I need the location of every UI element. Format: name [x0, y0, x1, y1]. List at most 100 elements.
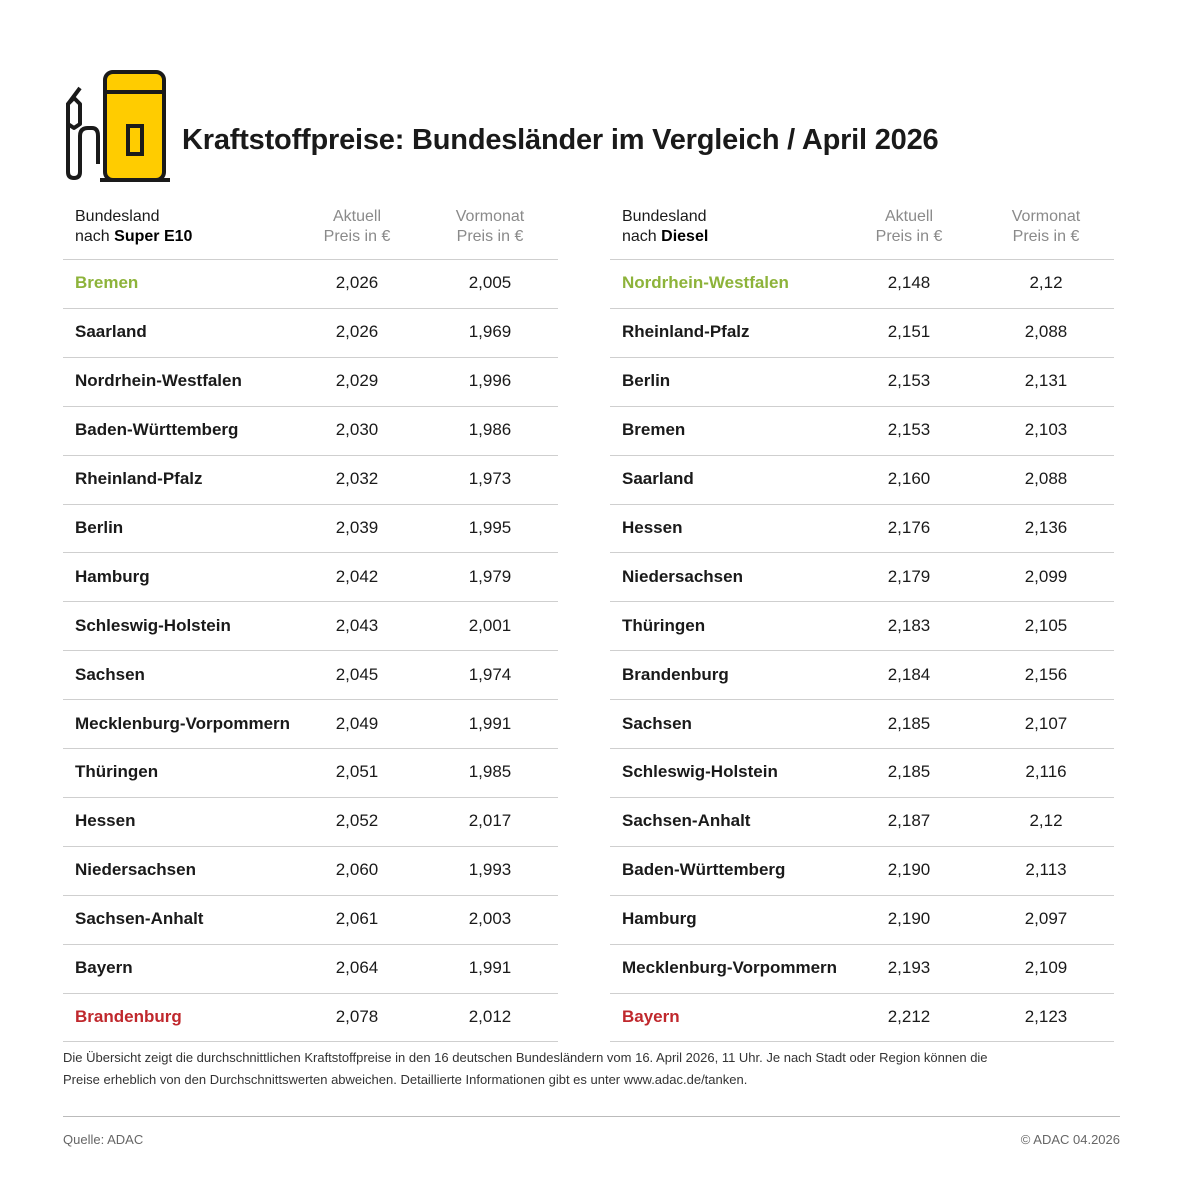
price-current: 2,190	[887, 909, 931, 929]
header-line: nach Super E10	[75, 227, 192, 247]
header-emphasis: Diesel	[661, 228, 709, 245]
footnote-line: Preise erheblich von den Durchschnittswe…	[63, 1072, 748, 1087]
price-previous: 1,973	[468, 469, 512, 489]
row-rule	[610, 601, 1114, 603]
price-current: 2,176	[887, 517, 931, 537]
price-previous: 2,107	[1024, 713, 1068, 733]
price-previous: 2,099	[1024, 566, 1068, 586]
price-previous: 2,12	[1029, 811, 1063, 831]
column-header: Aktuell Preis in €	[297, 207, 417, 247]
row-rule	[63, 503, 558, 505]
header-line: nach Diesel	[622, 227, 708, 247]
row-rule	[610, 650, 1114, 652]
separator	[63, 1116, 1120, 1117]
price-previous: 2,136	[1024, 517, 1068, 537]
header-prefix: nach	[75, 228, 110, 245]
state-name: Nordrhein-Westfalen	[622, 273, 789, 293]
price-previous: 1,993	[468, 860, 512, 880]
row-rule	[610, 1041, 1114, 1043]
state-name: Niedersachsen	[75, 860, 196, 880]
state-name: Sachsen	[622, 713, 692, 733]
price-current: 2,193	[887, 958, 931, 978]
price-current: 2,060	[335, 860, 379, 880]
price-previous: 2,116	[1025, 762, 1067, 782]
row-rule	[63, 992, 558, 994]
state-name: Brandenburg	[75, 1006, 182, 1026]
row-rule	[610, 405, 1114, 407]
price-previous: 1,991	[468, 958, 512, 978]
price-previous: 2,012	[468, 1006, 512, 1026]
header-rule	[63, 259, 558, 260]
price-previous: 1,995	[468, 517, 512, 537]
row-rule	[63, 454, 558, 456]
state-name: Berlin	[622, 371, 671, 391]
header-line: Preis in €	[456, 228, 524, 245]
price-previous: 2,017	[468, 811, 512, 831]
price-current: 2,045	[335, 664, 379, 684]
price-current: 2,030	[335, 420, 379, 440]
price-current: 2,061	[335, 909, 379, 929]
column-header: Bundesland nach Diesel	[622, 207, 708, 247]
price-current: 2,183	[887, 615, 931, 635]
price-previous: 2,005	[468, 273, 512, 293]
price-current: 2,026	[335, 273, 379, 293]
row-rule	[63, 845, 558, 847]
row-rule	[63, 894, 558, 896]
price-previous: 2,113	[1025, 860, 1067, 880]
price-current: 2,029	[335, 371, 379, 391]
row-rule	[610, 943, 1114, 945]
price-current: 2,032	[335, 469, 379, 489]
row-rule	[63, 601, 558, 603]
header-line: Bundesland	[622, 208, 707, 225]
title: Kraftstoffpreise: Bundesländer im Vergle…	[182, 124, 939, 156]
state-name: Niedersachsen	[622, 566, 743, 586]
price-previous: 1,985	[468, 762, 512, 782]
state-name: Bayern	[622, 1006, 680, 1026]
price-current: 2,179	[887, 566, 931, 586]
price-current: 2,187	[887, 811, 931, 831]
row-rule	[63, 650, 558, 652]
state-name: Sachsen-Anhalt	[622, 811, 751, 831]
price-current: 2,185	[887, 713, 931, 733]
price-current: 2,151	[887, 322, 931, 342]
state-name: Hessen	[75, 811, 136, 831]
price-current: 2,153	[887, 420, 931, 440]
row-rule	[63, 943, 558, 945]
state-name: Baden-Württemberg	[622, 860, 786, 880]
header-line: Bundesland	[75, 208, 160, 225]
source: Quelle: ADAC	[63, 1132, 144, 1147]
state-name: Brandenburg	[622, 664, 729, 684]
price-current: 2,052	[335, 811, 379, 831]
price-current: 2,049	[335, 713, 379, 733]
price-current: 2,185	[887, 762, 931, 782]
state-name: Bremen	[622, 420, 686, 440]
price-current: 2,148	[887, 273, 931, 293]
row-rule	[610, 503, 1114, 505]
price-current: 2,026	[335, 322, 379, 342]
header-emphasis: Super E10	[114, 228, 193, 245]
state-name: Rheinland-Pfalz	[75, 469, 203, 489]
footnote: Die Übersicht zeigt die durchschnittlich…	[63, 1047, 988, 1091]
row-rule	[63, 1041, 558, 1043]
state-name: Mecklenburg-Vorpommern	[75, 713, 291, 733]
price-current: 2,078	[335, 1006, 379, 1026]
footnote-line: Die Übersicht zeigt die durchschnittlich…	[63, 1050, 988, 1065]
price-current: 2,039	[335, 517, 379, 537]
price-previous: 2,001	[468, 615, 512, 635]
header-line: Aktuell	[884, 208, 934, 225]
price-previous: 2,097	[1024, 909, 1068, 929]
price-previous: 2,088	[1024, 469, 1068, 489]
price-previous: 1,991	[468, 713, 512, 733]
row-rule	[610, 748, 1114, 749]
state-name: Hessen	[622, 517, 683, 537]
column-header: Aktuell Preis in €	[849, 207, 969, 247]
price-previous: 1,996	[468, 371, 512, 391]
row-rule	[610, 894, 1114, 896]
price-current: 2,042	[335, 566, 379, 586]
header-line: Preis in €	[323, 228, 391, 245]
state-name: Rheinland-Pfalz	[622, 322, 750, 342]
row-rule	[610, 992, 1114, 994]
price-current: 2,153	[887, 371, 931, 391]
price-previous: 2,103	[1024, 420, 1068, 440]
price-current: 2,043	[335, 615, 379, 635]
